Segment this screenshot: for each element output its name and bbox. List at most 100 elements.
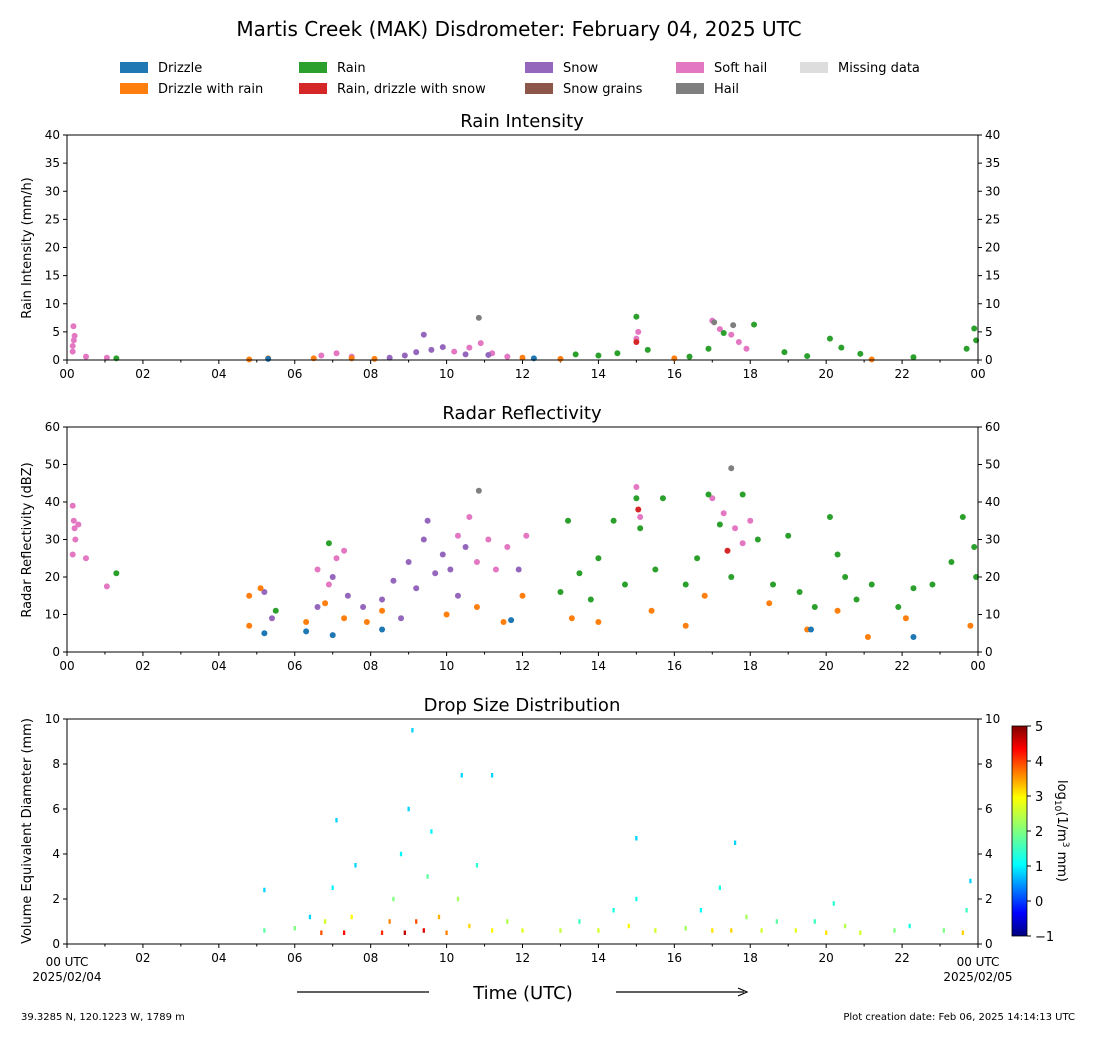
scatter-point	[959, 514, 966, 520]
scatter-point	[515, 566, 522, 573]
radar-reflectivity-ylabel: Radar Reflectivity (dBZ)	[20, 462, 35, 617]
scatter-point	[720, 510, 727, 517]
y-tick-label-right: 20	[985, 570, 1000, 584]
heatmap-cell	[961, 930, 964, 935]
y-tick-label-right: 15	[985, 269, 1000, 283]
drop-size-title: Drop Size Distribution	[424, 695, 621, 716]
scatter-point	[929, 581, 936, 588]
scatter-point	[504, 544, 511, 550]
x-tick-label: 18	[743, 367, 758, 381]
colorbar-tick-label: 1	[1035, 860, 1043, 875]
scatter-point	[519, 592, 526, 599]
x-tick-label: 22	[894, 367, 909, 381]
y-tick-label: 35	[45, 156, 60, 170]
scatter-point	[728, 465, 735, 472]
scatter-point	[826, 335, 833, 342]
y-tick-label-right: 4	[985, 847, 993, 861]
scatter-point	[730, 322, 737, 329]
scatter-point	[967, 622, 974, 629]
footer-created: Plot creation date: Feb 06, 2025 14:14:1…	[843, 1012, 1075, 1023]
scatter-point	[485, 351, 492, 358]
scatter-point	[857, 350, 864, 357]
scatter-point	[246, 356, 253, 363]
radar-reflectivity-frame	[66, 426, 979, 653]
scatter-point	[648, 607, 655, 614]
x-tick-label: 10	[439, 367, 454, 381]
chart-title: Martis Creek (MAK) Disdrometer: February…	[236, 17, 801, 41]
heatmap-cell	[437, 914, 441, 920]
scatter-point	[682, 622, 689, 629]
scatter-point	[735, 339, 742, 345]
y-tick-label: 0	[52, 645, 60, 659]
heatmap-cell	[813, 919, 816, 924]
x-label-arrow-head	[737, 987, 749, 997]
scatter-point	[910, 585, 917, 592]
heatmap-cell	[490, 928, 494, 933]
scatter-point	[475, 487, 482, 494]
colorbar-gradient	[1011, 725, 1028, 937]
scatter-point	[508, 617, 515, 624]
y-tick-label: 20	[45, 570, 60, 584]
scatter-point	[682, 581, 689, 588]
scatter-point	[804, 353, 811, 360]
heatmap-cell	[733, 840, 737, 845]
scatter-point	[523, 532, 530, 539]
heatmap-cell	[399, 851, 403, 857]
scatter-point	[747, 517, 754, 524]
heatmap-cell	[456, 896, 460, 902]
x-tick-label: 06	[287, 367, 302, 381]
scatter-point	[838, 344, 845, 351]
scatter-point	[709, 495, 716, 502]
legend-swatch	[299, 62, 327, 73]
heatmap-cell	[578, 919, 581, 924]
x-tick-label: 12	[515, 951, 530, 965]
heatmap-cell	[320, 930, 323, 935]
scatter-point	[633, 495, 640, 502]
scatter-point	[557, 355, 564, 362]
scatter-point	[910, 634, 917, 640]
heatmap-cell	[415, 919, 418, 924]
x-tick-label: 02	[135, 659, 150, 673]
scatter-point	[69, 502, 76, 509]
heatmap-cell	[635, 896, 638, 902]
scatter-point	[261, 589, 268, 595]
scatter-point	[743, 345, 750, 352]
heatmap-cell	[832, 901, 835, 906]
scatter-point	[576, 570, 583, 577]
heatmap-cell	[844, 923, 847, 929]
scatter-point	[473, 604, 480, 610]
scatter-point	[785, 532, 792, 539]
x-tick-label: 16	[667, 367, 682, 381]
scatter-point	[595, 619, 602, 625]
scatter-point	[75, 521, 82, 528]
scatter-point	[720, 330, 727, 336]
scatter-point	[853, 596, 860, 603]
scatter-point	[71, 332, 78, 339]
y-tick-label-right: 0	[985, 645, 993, 659]
x-tick-label: 22	[894, 659, 909, 673]
scatter-point	[716, 326, 723, 333]
legend-swatch	[525, 62, 553, 73]
x-tick-label: 04	[211, 367, 226, 381]
scatter-point	[864, 634, 871, 640]
rain-intensity-panel: Rain Intensity Rain Intensity (mm/h) 0 05…	[20, 111, 1000, 381]
scatter-point	[82, 353, 89, 360]
y-tick-label-right: 5	[985, 325, 993, 339]
scatter-point	[413, 349, 420, 356]
x-last-date: 2025/02/05	[943, 970, 1012, 984]
x-tick-label: 14	[591, 367, 606, 381]
heatmap-cell	[699, 908, 703, 913]
scatter-point	[322, 600, 329, 607]
x-tick-label: 00	[59, 659, 74, 673]
scatter-point	[401, 352, 408, 359]
scatter-point	[70, 517, 77, 524]
heatmap-cell	[635, 836, 638, 841]
scatter-point	[728, 574, 735, 580]
y-tick-label-right: 10	[985, 712, 1000, 726]
y-tick-label: 5	[52, 325, 60, 339]
scatter-point	[686, 353, 693, 360]
heatmap-cell	[654, 928, 657, 933]
scatter-point	[246, 622, 253, 629]
y-tick-label: 10	[45, 712, 60, 726]
heatmap-cell	[684, 926, 687, 931]
